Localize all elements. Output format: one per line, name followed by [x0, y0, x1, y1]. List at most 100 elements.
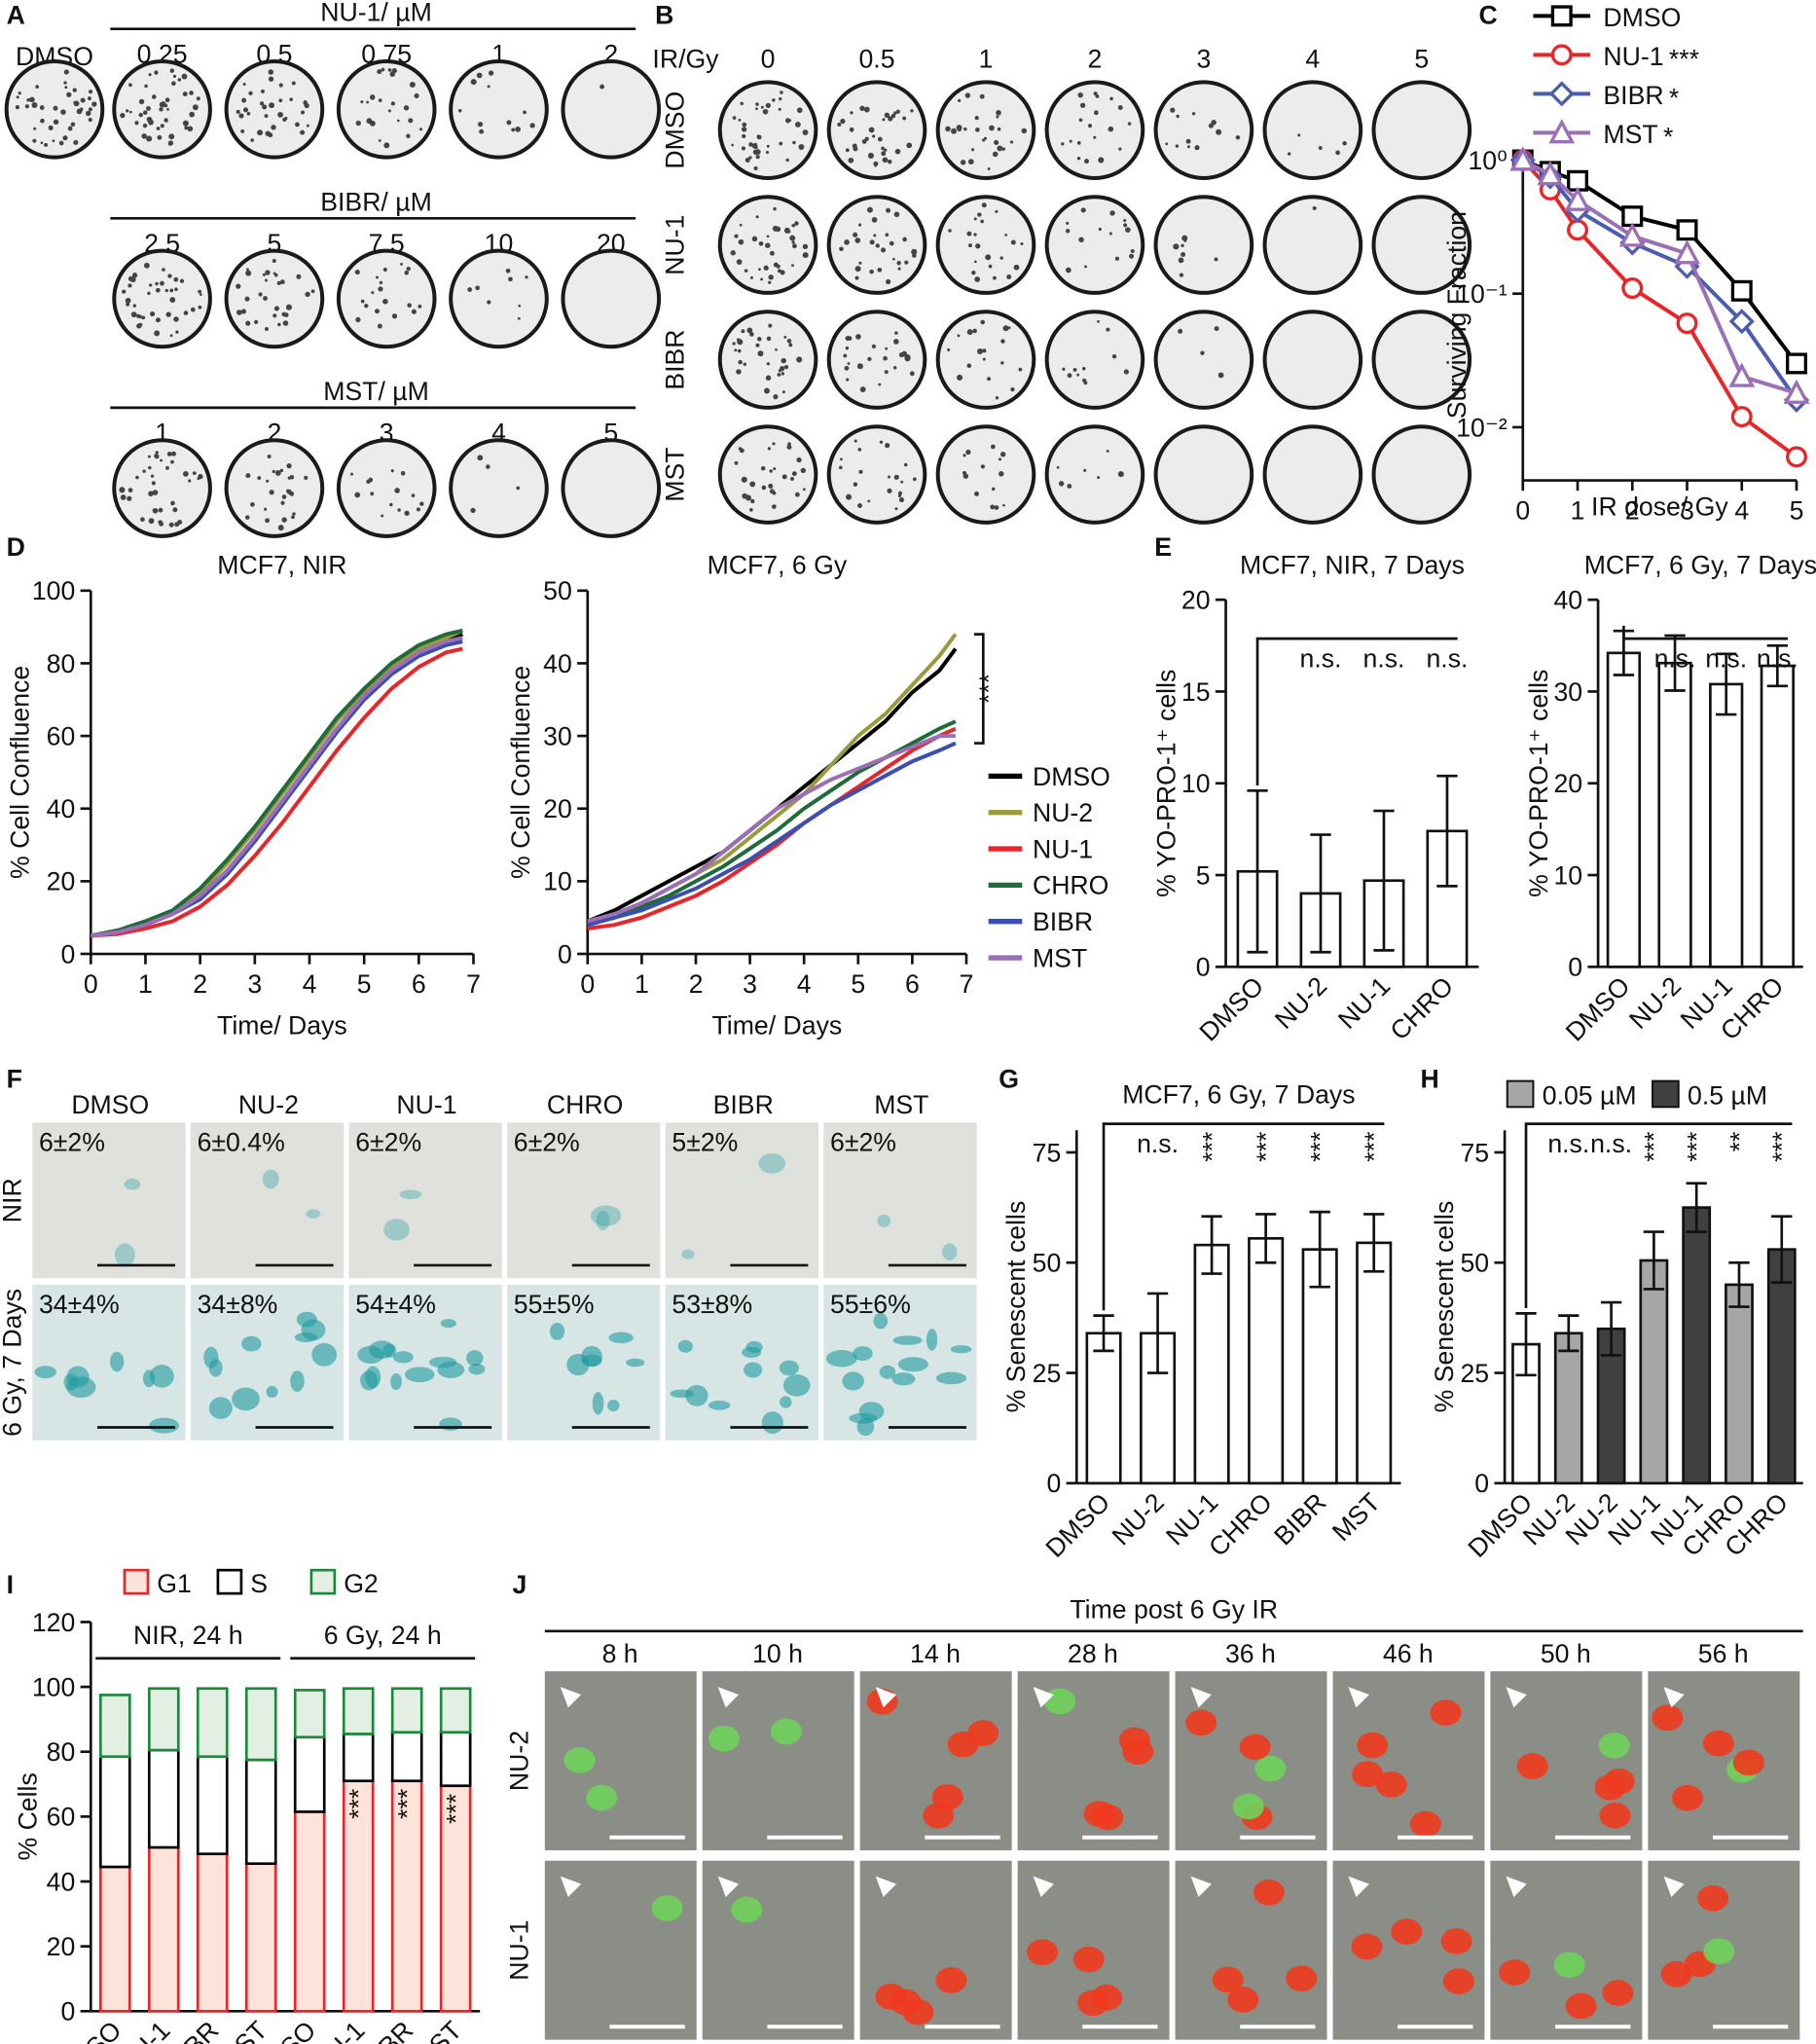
colony [755, 215, 759, 219]
colony [1084, 159, 1089, 164]
colony [1062, 367, 1066, 371]
colony [861, 139, 867, 144]
dose-label: 2 [1088, 45, 1103, 74]
colony [32, 138, 37, 143]
error-bar [1373, 809, 1395, 952]
plate-image [561, 59, 662, 160]
colony [264, 327, 269, 332]
colony [853, 482, 858, 487]
colony [64, 86, 68, 90]
colony [973, 260, 977, 264]
bar [1709, 682, 1744, 968]
x-tick-label: BIBR [1268, 1487, 1331, 1551]
colony [893, 474, 899, 480]
colony [177, 78, 182, 82]
colony [143, 262, 150, 269]
colony [183, 310, 189, 315]
colony [169, 297, 176, 304]
colony [1111, 354, 1117, 359]
colony [279, 468, 284, 473]
colony [987, 167, 991, 170]
bar-segment [147, 1748, 180, 1849]
colony [740, 101, 744, 106]
colony [33, 127, 37, 130]
y-tick-label: 75 [1460, 1138, 1489, 1167]
colony [1001, 147, 1005, 151]
colony [1076, 156, 1081, 161]
colony [772, 98, 776, 102]
colony [182, 470, 189, 477]
colony [837, 122, 842, 127]
colony [857, 503, 862, 508]
x-tick-label: 1 [1571, 496, 1585, 526]
group-label: NIR, 24 h [133, 1621, 243, 1650]
marker [1564, 186, 1591, 211]
stain [392, 1351, 414, 1364]
nucleus [1122, 1738, 1154, 1766]
y-axis-label: % Cells [13, 1772, 42, 1860]
colony [160, 280, 164, 286]
series-line [587, 741, 957, 928]
colony [783, 336, 787, 339]
colony [1114, 256, 1120, 261]
colony [1108, 126, 1114, 132]
colony [1093, 110, 1099, 116]
colony [1165, 142, 1169, 146]
plate-image [1371, 80, 1472, 180]
colony [285, 304, 292, 310]
error-bar [1600, 1300, 1622, 1357]
column-label: CHRO [547, 1090, 623, 1119]
colony [800, 467, 807, 474]
colony [192, 104, 199, 111]
bar-segment [98, 1694, 131, 1759]
colony [187, 126, 194, 132]
plate-image [1153, 195, 1254, 295]
y-axis-label: % Cell Confluence [5, 666, 34, 879]
colony [258, 292, 263, 297]
colony [242, 107, 249, 113]
x-tick-label: 5 [1790, 496, 1804, 526]
x-axis-label: Time/ Days [712, 1011, 843, 1040]
colony [751, 236, 758, 242]
colony [1318, 145, 1323, 150]
colony [802, 252, 809, 259]
colony [151, 481, 156, 486]
marker [1674, 239, 1700, 265]
percentage: 34±4% [39, 1290, 120, 1319]
colony [369, 94, 376, 100]
colony [248, 91, 253, 95]
colony [757, 337, 762, 342]
plate-image [336, 248, 437, 349]
colony [883, 355, 888, 361]
stain [858, 1402, 885, 1421]
colony [1021, 128, 1028, 134]
nucleus [651, 1895, 683, 1921]
nucleus [1553, 1952, 1585, 1978]
colony [250, 501, 255, 507]
colony [771, 504, 777, 509]
colony [355, 120, 361, 127]
plate-image [561, 248, 662, 349]
stain [149, 1365, 174, 1388]
colony [966, 363, 972, 369]
significance-bracket [973, 633, 985, 745]
colony [1056, 466, 1060, 469]
colony [506, 120, 512, 126]
colony [882, 118, 886, 122]
plate-image [935, 310, 1036, 410]
colony [1004, 234, 1008, 237]
colony [173, 276, 179, 282]
y-axis-label: % YO-PRO-1⁺ cells [1152, 670, 1181, 897]
colony [1180, 251, 1186, 257]
colony [174, 287, 178, 291]
stain [306, 1209, 321, 1219]
nucleus [1732, 1749, 1764, 1776]
legend-label: 0.5 µM [1688, 1081, 1767, 1111]
stain [592, 1392, 604, 1415]
colony [881, 146, 885, 151]
colony [199, 293, 202, 296]
colony [381, 514, 384, 518]
colony [973, 217, 977, 221]
colony [977, 212, 982, 217]
arrowhead [717, 1687, 740, 1708]
